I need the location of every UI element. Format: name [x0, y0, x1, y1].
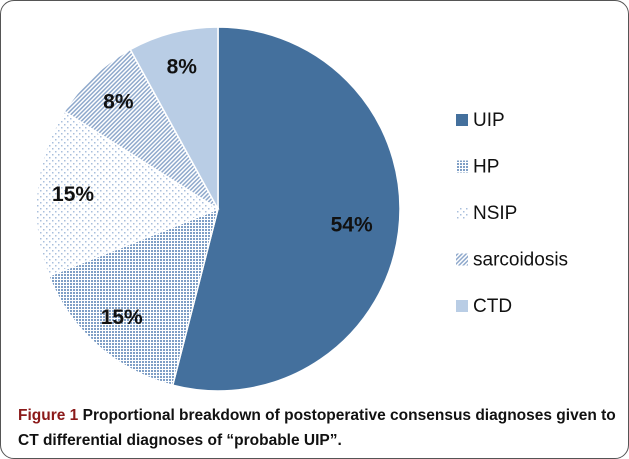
value-label: 8%: [103, 90, 134, 113]
legend-swatch: [456, 160, 468, 173]
value-label: 15%: [101, 306, 143, 329]
pie-slice: [63, 48, 219, 210]
legend-label: sarcoidosis: [473, 250, 568, 271]
value-label: 54%: [331, 213, 373, 236]
caption-label: Figure 1: [18, 407, 79, 424]
legend-label: UIP: [473, 110, 505, 131]
value-label: 8%: [167, 56, 198, 79]
legend-swatch: [456, 114, 468, 126]
legend-label: NSIP: [473, 203, 517, 224]
pie-slice: [129, 26, 219, 210]
legend-label: CTD: [473, 296, 512, 317]
caption: Figure 1 Proportional breakdown of posto…: [18, 403, 618, 453]
legend-swatch: [456, 253, 468, 266]
pie-slice: [171, 26, 401, 392]
legend-swatch: [456, 207, 468, 219]
value-label: 15%: [52, 183, 94, 206]
chart: 54% UIP 15% HP 15% NSIP 8% sarcoidosis 8% CTD: [35, 26, 568, 392]
pie-slice: [35, 110, 220, 277]
legend-label: HP: [473, 157, 499, 178]
pie-slice: [47, 207, 220, 387]
legend-swatch: [456, 300, 468, 312]
caption-text: Proportional breakdown of postoperative …: [18, 407, 616, 449]
